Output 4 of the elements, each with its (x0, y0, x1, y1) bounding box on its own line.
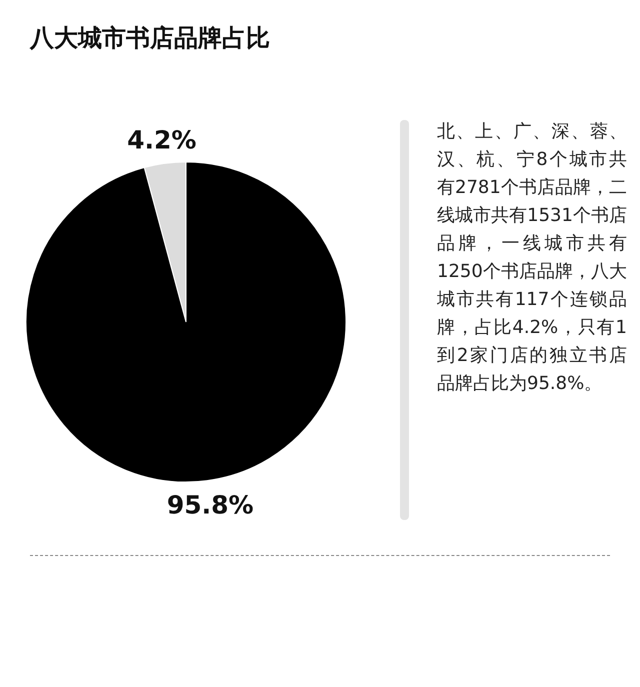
text: 北、上、广、深、蓉、汉、杭、宁8个城市共有2781个书店品牌，二线城市共有1531个书店品牌，一线城市共有1250个书店品牌，八大城市共有117个连锁品牌，占比4.2%，只有1到2家门店的独立书店品牌占比为95.8%。 (437, 121, 627, 394)
data-label: 4.2% (127, 126, 196, 155)
data-label: 95.8% (166, 490, 254, 520)
chart-title: 八大城市书店品牌占比 (30, 23, 270, 54)
